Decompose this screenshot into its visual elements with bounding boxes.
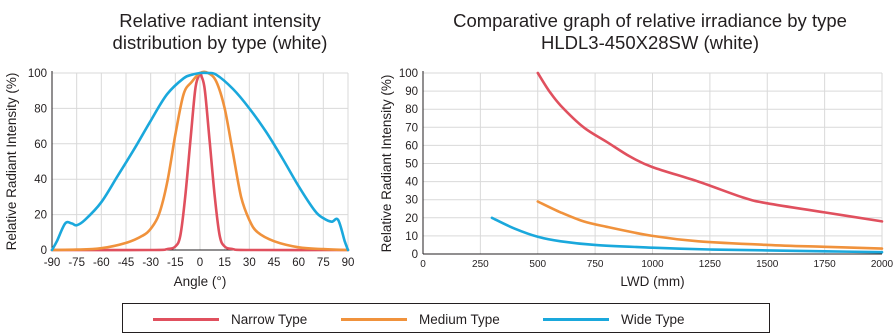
x-tick-label: 1000 (641, 259, 664, 270)
y-tick-label: 100 (28, 68, 47, 80)
x-tick-label: -90 (44, 257, 61, 269)
legend-swatch-wide (543, 317, 609, 321)
x-tick-label: -30 (142, 257, 159, 269)
right-chart-title-line-1: Comparative graph of relative irradiance… (453, 10, 847, 31)
y-tick-label: 0 (412, 249, 418, 261)
right-chart-title-line-2: HLDL3-450X28SW (white) (541, 32, 759, 53)
x-tick-label: 1500 (756, 259, 779, 270)
x-tick-label: 15 (218, 257, 231, 269)
legend-swatch-medium (341, 317, 407, 321)
y-tick-label: 70 (405, 122, 418, 134)
left-chart-title: Relative radiant intensity distribution … (40, 10, 400, 54)
x-tick-label: 750 (587, 259, 604, 270)
x-tick-label: 45 (268, 257, 281, 269)
x-tick-label: -75 (68, 257, 85, 269)
x-axis-label: LWD (mm) (620, 274, 684, 289)
legend: Narrow Type Medium Type Wide Type (122, 303, 770, 333)
y-tick-label: 80 (34, 103, 47, 115)
series-line-wide-type (490, 216, 884, 254)
y-tick-label: 90 (405, 86, 418, 98)
y-tick-label: 40 (34, 174, 47, 186)
y-tick-label: 40 (405, 177, 418, 189)
series-line-wide-type (50, 71, 350, 252)
y-tick-label: 80 (405, 104, 418, 116)
x-tick-label: -45 (118, 257, 135, 269)
x-tick-label: 90 (342, 257, 355, 269)
x-axis-label: Angle (°) (174, 274, 227, 289)
y-axis-label: Relative Radiant Intensity (%) (4, 73, 19, 251)
x-tick-label: 2000 (871, 259, 893, 270)
x-tick-label: 0 (420, 259, 426, 270)
y-axis-label: Relative Radiant Intensity (%) (379, 75, 394, 253)
x-tick-label: -60 (93, 257, 110, 269)
x-tick-label: 1250 (699, 259, 722, 270)
left-chart-title-line-2: distribution by type (white) (112, 32, 328, 53)
series-line-medium-type (536, 200, 884, 250)
y-tick-label: 20 (34, 210, 47, 222)
legend-item-medium: Medium Type (341, 310, 500, 328)
legend-label-wide: Wide Type (621, 311, 685, 327)
legend-label-narrow: Narrow Type (231, 311, 308, 327)
x-tick-label: 30 (243, 257, 256, 269)
x-tick-label: 500 (529, 259, 546, 270)
x-tick-label: 250 (472, 259, 489, 270)
left-chart-title-line-1: Relative radiant intensity (119, 10, 321, 31)
x-tick-label: 60 (292, 257, 305, 269)
right-chart-title: Comparative graph of relative irradiance… (410, 10, 890, 54)
chart-left: 0 20 40 60 80 100 -90 -75 -60 -45 -30 -15 0 15 30 45 60 7… (4, 68, 354, 289)
y-tick-label: 60 (34, 139, 47, 151)
legend-item-narrow: Narrow Type (153, 310, 307, 328)
x-tick-label: 1750 (814, 259, 837, 270)
x-tick-label: -15 (167, 257, 184, 269)
y-tick-label: 10 (405, 231, 418, 243)
y-tick-label: 30 (405, 195, 418, 207)
series-line-narrow-type (536, 71, 884, 223)
y-tick-label: 100 (399, 68, 418, 80)
y-tick-label: 60 (405, 140, 418, 152)
x-tick-label: 75 (317, 257, 330, 269)
y-tick-label: 50 (405, 159, 418, 171)
y-tick-label: 0 (41, 245, 47, 257)
legend-label-medium: Medium Type (419, 311, 500, 327)
legend-item-wide: Wide Type (543, 310, 685, 328)
y-tick-label: 20 (405, 213, 418, 225)
legend-swatch-narrow (153, 317, 219, 321)
x-tick-label: 0 (197, 257, 203, 269)
